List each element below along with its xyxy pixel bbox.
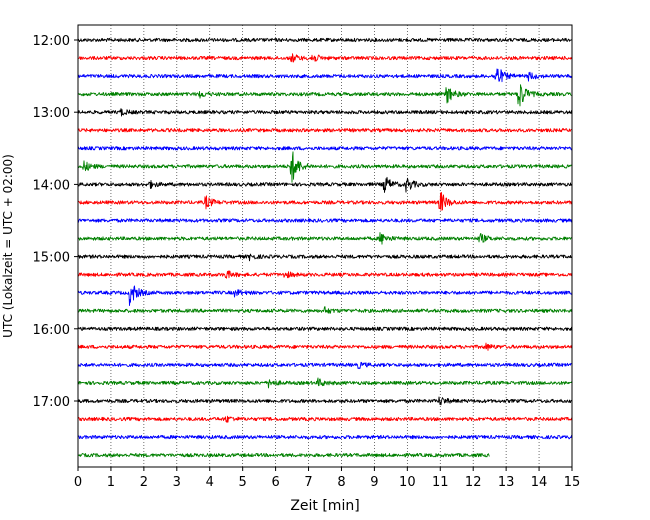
x-tick-label: 12 xyxy=(465,475,482,490)
seismic-trace xyxy=(77,146,573,151)
seismic-trace xyxy=(77,342,573,351)
seismic-trace xyxy=(77,285,573,306)
x-tick-label: 4 xyxy=(206,475,214,490)
seismic-trace xyxy=(77,232,573,245)
seismic-trace xyxy=(77,128,573,133)
seismic-trace xyxy=(77,192,573,211)
x-tick-label: 8 xyxy=(337,475,345,490)
y-tick-label: 12:00 xyxy=(33,34,70,49)
seismic-trace xyxy=(77,270,573,279)
seismic-trace xyxy=(77,453,490,458)
seismic-trace xyxy=(77,37,573,43)
seismic-trace xyxy=(77,415,573,423)
seismic-trace xyxy=(77,253,573,262)
x-tick-label: 5 xyxy=(239,475,247,490)
seismic-trace xyxy=(77,108,573,117)
seismic-trace xyxy=(77,53,573,63)
y-tick-label: 17:00 xyxy=(33,395,70,410)
x-tick-label: 13 xyxy=(498,475,515,490)
x-tick-label: 3 xyxy=(173,475,181,490)
x-tick-label: 11 xyxy=(432,475,449,490)
y-axis-title: UTC (Lokalzeit = UTC + 02:00) xyxy=(1,154,15,338)
trace-group xyxy=(77,37,573,458)
seismic-trace xyxy=(77,151,573,183)
y-tick-label: 16:00 xyxy=(33,323,70,338)
plot-frame xyxy=(77,24,573,468)
x-tick-label: 9 xyxy=(370,475,378,490)
tick-group: 0 1 2 3 4 5 6 7 8 9 10 11 12 13 14 1512:0013:0014:0015:… xyxy=(33,34,581,490)
seismic-trace xyxy=(77,218,573,223)
y-tick-label: 13:00 xyxy=(33,106,70,121)
seismic-trace xyxy=(77,396,573,406)
y-tick-label: 14:00 xyxy=(33,178,70,193)
x-axis-title: Zeit [min] xyxy=(290,498,359,514)
seismic-trace xyxy=(77,306,573,314)
x-tick-label: 7 xyxy=(304,475,312,490)
seismic-trace xyxy=(77,84,573,107)
x-tick-label: 10 xyxy=(399,475,416,490)
x-tick-label: 15 xyxy=(564,475,581,490)
x-tick-label: 14 xyxy=(531,475,548,490)
x-tick-label: 2 xyxy=(140,475,148,490)
seismic-trace xyxy=(77,361,573,370)
seismic-trace xyxy=(77,377,573,389)
seismic-trace xyxy=(77,68,573,83)
x-tick-label: 1 xyxy=(107,475,115,490)
x-tick-label: 6 xyxy=(271,475,279,490)
seismic-trace xyxy=(77,176,573,193)
seismic-trace xyxy=(77,326,573,331)
seismic-trace xyxy=(77,434,573,440)
x-tick-label: 0 xyxy=(74,475,82,490)
y-tick-label: 15:00 xyxy=(33,251,70,266)
